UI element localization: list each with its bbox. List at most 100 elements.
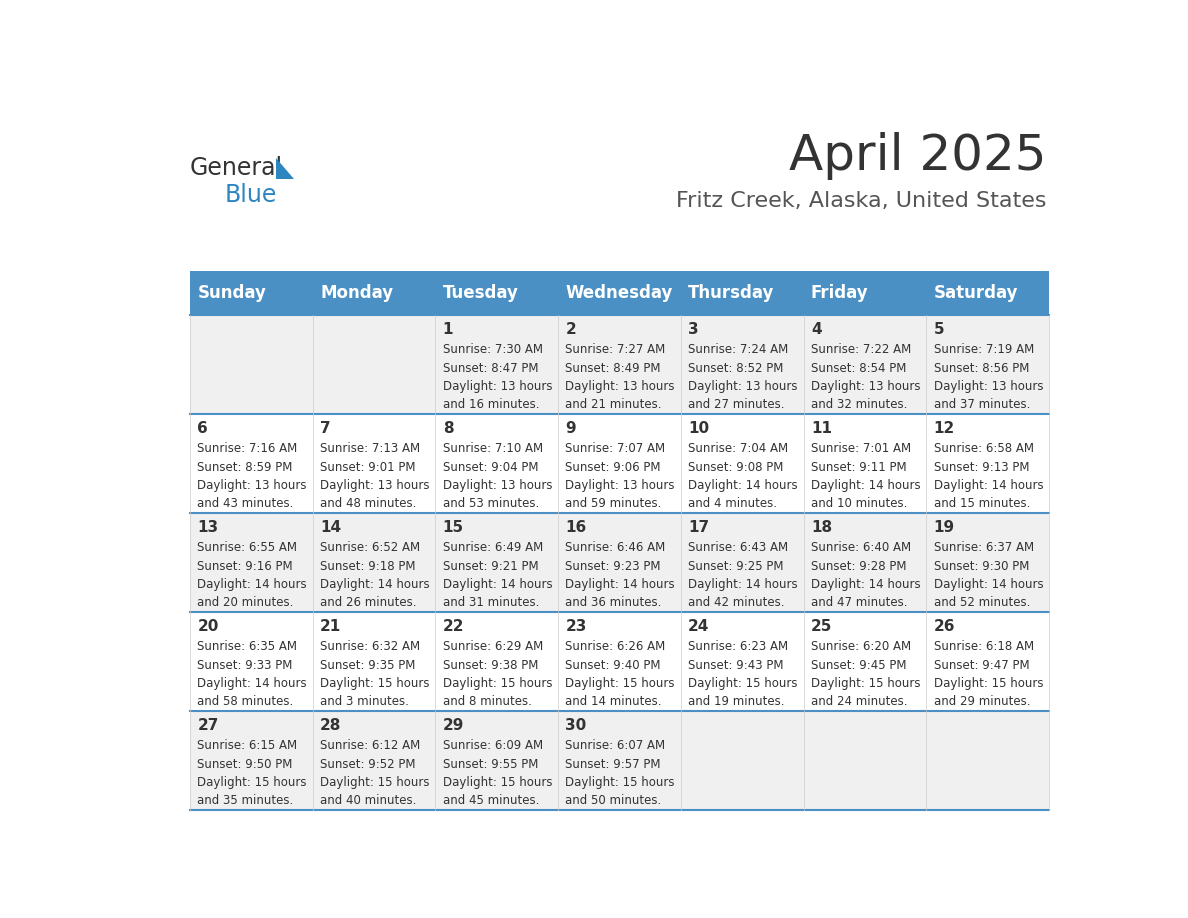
Text: Daylight: 15 hours: Daylight: 15 hours: [811, 677, 921, 690]
Text: Sunset: 8:47 PM: Sunset: 8:47 PM: [443, 362, 538, 375]
Text: and 47 minutes.: and 47 minutes.: [811, 597, 908, 610]
Text: and 14 minutes.: and 14 minutes.: [565, 695, 662, 708]
Text: Daylight: 15 hours: Daylight: 15 hours: [443, 776, 552, 789]
Text: 14: 14: [320, 521, 341, 535]
Bar: [558, 513, 681, 612]
Text: Daylight: 14 hours: Daylight: 14 hours: [811, 479, 921, 492]
Text: 27: 27: [197, 718, 219, 733]
Text: Sunset: 9:30 PM: Sunset: 9:30 PM: [934, 560, 1029, 573]
Text: Sunrise: 6:37 AM: Sunrise: 6:37 AM: [934, 542, 1034, 554]
Text: Daylight: 13 hours: Daylight: 13 hours: [443, 380, 552, 393]
Text: and 32 minutes.: and 32 minutes.: [811, 398, 908, 411]
Bar: [312, 414, 435, 513]
Text: Daylight: 13 hours: Daylight: 13 hours: [197, 479, 307, 492]
Text: and 8 minutes.: and 8 minutes.: [443, 695, 531, 708]
Bar: [927, 612, 1049, 711]
Text: and 43 minutes.: and 43 minutes.: [197, 498, 293, 510]
Bar: [927, 513, 1049, 612]
Text: 26: 26: [934, 619, 955, 634]
Text: Daylight: 14 hours: Daylight: 14 hours: [197, 578, 307, 591]
Text: and 10 minutes.: and 10 minutes.: [811, 498, 908, 510]
Text: Sunrise: 6:12 AM: Sunrise: 6:12 AM: [320, 739, 421, 752]
Text: Sunset: 9:25 PM: Sunset: 9:25 PM: [688, 560, 784, 573]
Text: Sunset: 9:57 PM: Sunset: 9:57 PM: [565, 757, 661, 770]
Text: Sunset: 9:04 PM: Sunset: 9:04 PM: [443, 461, 538, 474]
Bar: [312, 513, 435, 612]
Text: Sunset: 9:43 PM: Sunset: 9:43 PM: [688, 658, 784, 672]
Bar: [681, 272, 803, 315]
Text: Sunrise: 7:19 AM: Sunrise: 7:19 AM: [934, 343, 1034, 356]
Text: Daylight: 15 hours: Daylight: 15 hours: [565, 776, 675, 789]
Text: Tuesday: Tuesday: [443, 285, 519, 302]
Text: Daylight: 13 hours: Daylight: 13 hours: [443, 479, 552, 492]
Text: Daylight: 13 hours: Daylight: 13 hours: [565, 479, 675, 492]
Text: Sunrise: 6:09 AM: Sunrise: 6:09 AM: [443, 739, 543, 752]
Text: Sunrise: 6:32 AM: Sunrise: 6:32 AM: [320, 641, 421, 654]
Bar: [927, 414, 1049, 513]
Text: and 36 minutes.: and 36 minutes.: [565, 597, 662, 610]
Text: and 52 minutes.: and 52 minutes.: [934, 597, 1030, 610]
Bar: [927, 711, 1049, 810]
Bar: [435, 315, 558, 414]
Text: Sunset: 9:50 PM: Sunset: 9:50 PM: [197, 757, 292, 770]
Text: Sunset: 9:06 PM: Sunset: 9:06 PM: [565, 461, 661, 474]
Text: Sunset: 9:23 PM: Sunset: 9:23 PM: [565, 560, 661, 573]
Text: 29: 29: [443, 718, 465, 733]
Text: 21: 21: [320, 619, 341, 634]
Bar: [681, 315, 803, 414]
Text: and 21 minutes.: and 21 minutes.: [565, 398, 662, 411]
Text: and 59 minutes.: and 59 minutes.: [565, 498, 662, 510]
Text: Daylight: 14 hours: Daylight: 14 hours: [688, 479, 798, 492]
Text: Saturday: Saturday: [934, 285, 1018, 302]
Text: Sunrise: 7:07 AM: Sunrise: 7:07 AM: [565, 442, 665, 455]
Text: Sunset: 9:21 PM: Sunset: 9:21 PM: [443, 560, 538, 573]
Text: Daylight: 14 hours: Daylight: 14 hours: [934, 578, 1043, 591]
Text: Daylight: 15 hours: Daylight: 15 hours: [934, 677, 1043, 690]
Bar: [435, 414, 558, 513]
Text: 16: 16: [565, 521, 587, 535]
Text: Sunrise: 6:58 AM: Sunrise: 6:58 AM: [934, 442, 1034, 455]
Bar: [190, 315, 312, 414]
Text: Daylight: 14 hours: Daylight: 14 hours: [320, 578, 430, 591]
Text: Sunset: 9:47 PM: Sunset: 9:47 PM: [934, 658, 1029, 672]
Text: 25: 25: [811, 619, 833, 634]
Text: April 2025: April 2025: [789, 132, 1047, 180]
Text: 10: 10: [688, 421, 709, 436]
Text: 2: 2: [565, 322, 576, 337]
Text: Blue: Blue: [225, 183, 277, 207]
Text: Wednesday: Wednesday: [565, 285, 672, 302]
Text: Daylight: 14 hours: Daylight: 14 hours: [934, 479, 1043, 492]
Bar: [435, 711, 558, 810]
Text: Sunset: 8:59 PM: Sunset: 8:59 PM: [197, 461, 292, 474]
Text: Sunrise: 7:24 AM: Sunrise: 7:24 AM: [688, 343, 789, 356]
Text: Daylight: 13 hours: Daylight: 13 hours: [565, 380, 675, 393]
Text: and 42 minutes.: and 42 minutes.: [688, 597, 784, 610]
Text: Sunset: 9:11 PM: Sunset: 9:11 PM: [811, 461, 906, 474]
Bar: [435, 272, 558, 315]
Text: Sunset: 9:08 PM: Sunset: 9:08 PM: [688, 461, 784, 474]
Text: 28: 28: [320, 718, 341, 733]
Text: 30: 30: [565, 718, 587, 733]
Text: 18: 18: [811, 521, 832, 535]
Text: 3: 3: [688, 322, 699, 337]
Text: Daylight: 14 hours: Daylight: 14 hours: [197, 677, 307, 690]
Text: 12: 12: [934, 421, 955, 436]
Text: and 40 minutes.: and 40 minutes.: [320, 794, 416, 807]
Text: Fritz Creek, Alaska, United States: Fritz Creek, Alaska, United States: [676, 191, 1047, 210]
Text: Daylight: 14 hours: Daylight: 14 hours: [565, 578, 675, 591]
Text: Daylight: 15 hours: Daylight: 15 hours: [688, 677, 797, 690]
Text: 17: 17: [688, 521, 709, 535]
Text: and 20 minutes.: and 20 minutes.: [197, 597, 293, 610]
Text: Sunset: 9:40 PM: Sunset: 9:40 PM: [565, 658, 661, 672]
Text: 13: 13: [197, 521, 219, 535]
Text: and 26 minutes.: and 26 minutes.: [320, 597, 417, 610]
Text: 11: 11: [811, 421, 832, 436]
Text: Sunrise: 6:20 AM: Sunrise: 6:20 AM: [811, 641, 911, 654]
Bar: [190, 513, 312, 612]
Text: 22: 22: [443, 619, 465, 634]
Text: Sunset: 8:54 PM: Sunset: 8:54 PM: [811, 362, 906, 375]
Text: 15: 15: [443, 521, 463, 535]
Text: Sunrise: 7:13 AM: Sunrise: 7:13 AM: [320, 442, 421, 455]
Bar: [190, 711, 312, 810]
Text: Sunrise: 6:40 AM: Sunrise: 6:40 AM: [811, 542, 911, 554]
